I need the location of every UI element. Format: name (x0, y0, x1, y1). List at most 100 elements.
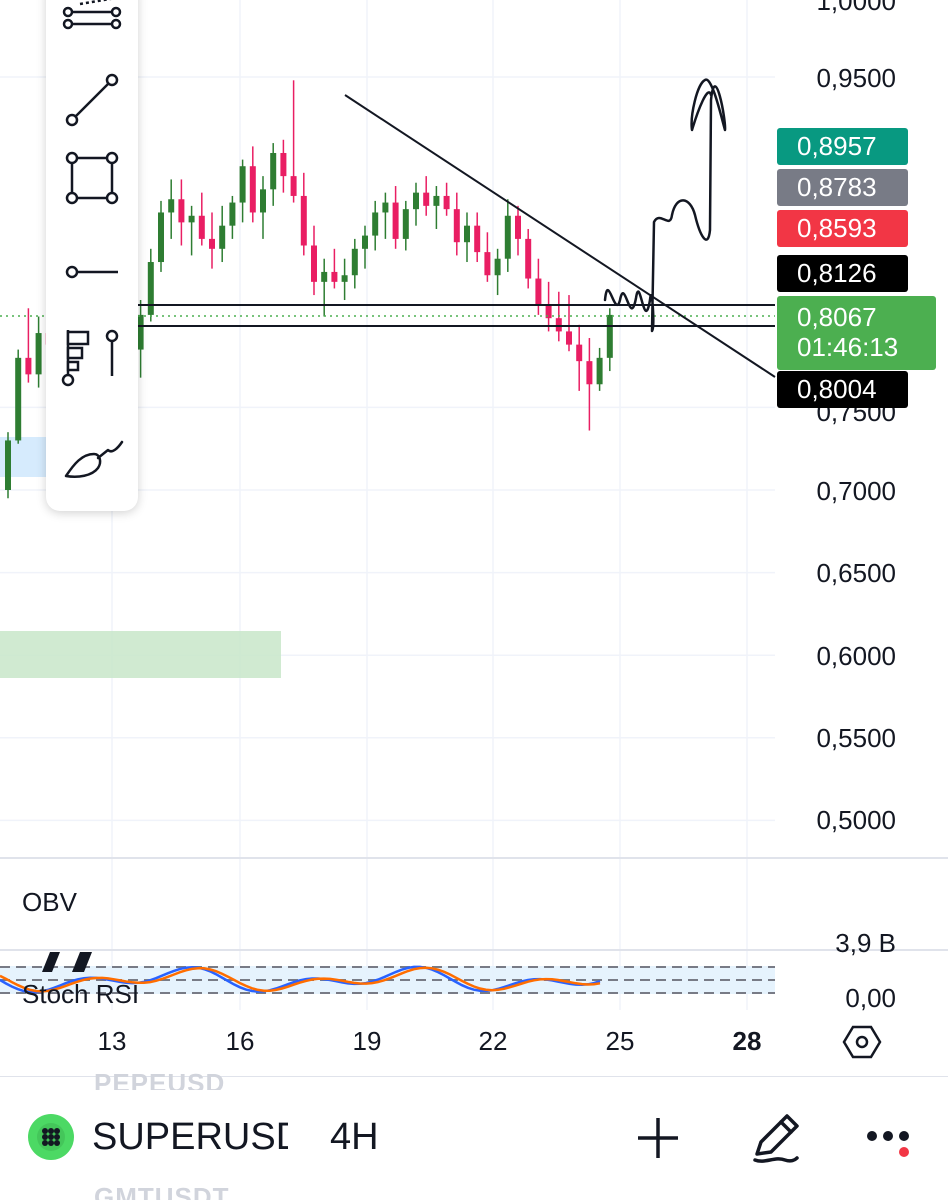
price-axis-label: 1,0000 (816, 0, 896, 16)
descending-trend-line[interactable] (344, 94, 776, 378)
price-axis-label: 0,5000 (816, 805, 896, 835)
time-axis-label: 16 (225, 1026, 255, 1056)
stoch-d-line (0, 966, 601, 993)
rectangle-icon (65, 151, 119, 205)
candle-down (209, 238, 215, 249)
time-axis-label-bold: 28 (732, 1026, 762, 1056)
candle-up (464, 225, 470, 243)
candle-up (321, 271, 328, 282)
candle-up (413, 192, 419, 210)
candle-down (249, 166, 256, 213)
candle-up (137, 314, 144, 350)
candle-down (525, 238, 532, 279)
candle-up (5, 440, 11, 490)
price-axis-label: 0,6000 (816, 641, 896, 671)
more-dots-icon (867, 1131, 909, 1157)
candle-down (545, 304, 552, 319)
hand-drawn-projection[interactable] (603, 78, 727, 333)
pen-icon (753, 1114, 799, 1163)
candle-down (290, 176, 297, 196)
candle-up (188, 215, 195, 223)
horizontal-ray-icon (65, 265, 118, 279)
candle-down (474, 225, 481, 253)
time-axis-label: 19 (352, 1026, 382, 1056)
stoch-marker (42, 952, 92, 972)
candle-down (515, 215, 521, 239)
obv-value: 3,9 B (835, 928, 896, 958)
candle-up (239, 166, 246, 203)
candle-up (433, 195, 440, 206)
current-price-value: 0,8067 (797, 302, 877, 332)
bar-countdown: 01:46:13 (797, 332, 899, 362)
time-axis-label: 25 (605, 1026, 635, 1056)
obv-label[interactable]: OBV (22, 887, 77, 917)
candles (5, 80, 613, 499)
candle-up (260, 189, 266, 213)
fib-tool[interactable] (60, 324, 124, 388)
brush-tool[interactable] (60, 424, 124, 488)
horizontal-ray-tool[interactable] (60, 240, 124, 304)
candle-up (596, 357, 603, 385)
candle-down (311, 245, 317, 282)
candle-up (35, 333, 42, 375)
bottom-bar (0, 1076, 948, 1200)
candle-down (423, 192, 430, 206)
demand-zone[interactable] (0, 631, 281, 678)
candle-down (392, 202, 399, 239)
symbol-scroll-next[interactable]: GMTUSDT (94, 1182, 230, 1200)
price-tag-green: 0,8957 (777, 128, 908, 165)
plus-icon (638, 1118, 678, 1158)
current-price-tag: 0,8067 01:46:13 (777, 296, 936, 370)
candle-up (362, 235, 368, 249)
price-axis-label: 0,6500 (816, 558, 896, 588)
candle-up (15, 357, 22, 441)
notification-dot (899, 1147, 909, 1157)
candle-down (25, 357, 32, 375)
price-tag-grey: 0,8783 (777, 169, 908, 206)
rectangle-tool[interactable] (60, 146, 124, 210)
candle-down (178, 199, 185, 223)
candle-up (606, 314, 613, 358)
candle-down (576, 344, 583, 362)
candle-up (229, 202, 236, 226)
candle-up (219, 225, 226, 249)
price-tag-line: 0,8126 (777, 255, 908, 292)
price-tag-line: 0,8004 (777, 371, 908, 408)
symbol-scroll-prev[interactable]: PEPEUSD (94, 1068, 226, 1090)
candle-down (586, 361, 593, 385)
candle-up (168, 199, 175, 213)
price-tag-red: 0,8593 (777, 210, 908, 247)
stoch-rsi-label[interactable]: Stoch RSI (22, 979, 140, 1009)
price-axis-label: 0,5500 (816, 723, 896, 753)
candle-up (147, 262, 154, 315)
chart-settings-button[interactable] (842, 1022, 882, 1062)
candle-up (270, 152, 277, 190)
symbol-name[interactable]: SUPERUSDT (92, 1116, 288, 1158)
multi-line-tool[interactable] (60, 0, 124, 50)
trend-line-tool[interactable] (60, 66, 124, 130)
candle-down (566, 331, 572, 345)
trend-line-icon (65, 73, 119, 127)
candle-up (494, 258, 501, 276)
candle-up (158, 212, 164, 263)
candle-down (484, 252, 491, 276)
candle-up (341, 275, 348, 282)
more-button[interactable] (860, 1108, 920, 1168)
candle-down (453, 209, 460, 243)
drawing-button[interactable] (745, 1108, 805, 1168)
candle-down (331, 271, 338, 282)
brush-icon (64, 440, 124, 478)
candle-up (402, 209, 409, 239)
time-axis-label: 13 (97, 1026, 127, 1056)
interval-selector[interactable]: 4H (330, 1116, 379, 1158)
candle-down (555, 318, 562, 332)
price-axis-label: 0,9500 (816, 63, 896, 93)
candle-down (535, 278, 542, 305)
time-axis-label: 22 (478, 1026, 508, 1056)
settings-hexagon-icon (842, 1025, 882, 1059)
multi-line-icon (62, 0, 122, 30)
candle-down (300, 195, 307, 246)
add-button[interactable] (628, 1108, 688, 1168)
candle-down (198, 215, 205, 239)
